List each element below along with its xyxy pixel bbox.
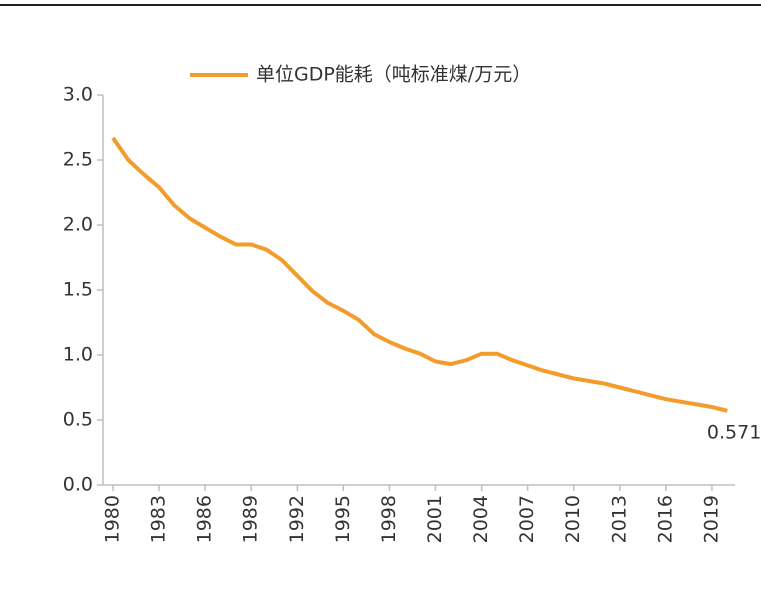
legend-label: 单位GDP能耗（吨标准煤/万元） (256, 64, 531, 86)
y-tick-label: 2.5 (63, 149, 93, 171)
x-tick-label: 2013 (608, 495, 630, 543)
y-tick-label: 0.0 (63, 474, 93, 496)
series-line (111, 136, 728, 413)
y-tick-label: 0.5 (63, 409, 93, 431)
x-tick-label: 1992 (286, 495, 308, 543)
x-tick-label: 1986 (194, 495, 216, 543)
x-tick-label: 1980 (101, 495, 123, 543)
x-tick-label: 2010 (562, 495, 584, 543)
x-tick-label: 1983 (148, 495, 170, 543)
y-tick-label: 1.0 (63, 344, 93, 366)
x-tick-label: 2004 (470, 495, 492, 543)
x-tick-label: 2007 (516, 495, 538, 543)
x-tick-label: 2016 (654, 495, 676, 543)
x-tick-label: 1995 (332, 495, 354, 543)
x-tick-label: 1998 (378, 495, 400, 543)
x-tick-label: 1989 (240, 495, 262, 543)
y-tick-label: 3.0 (63, 84, 93, 106)
y-tick-label: 1.5 (63, 279, 93, 301)
x-tick-label: 2019 (700, 495, 722, 543)
x-tick-label: 2001 (424, 495, 446, 543)
y-tick-label: 2.0 (63, 214, 93, 236)
data-label: 0.571 (707, 421, 761, 443)
